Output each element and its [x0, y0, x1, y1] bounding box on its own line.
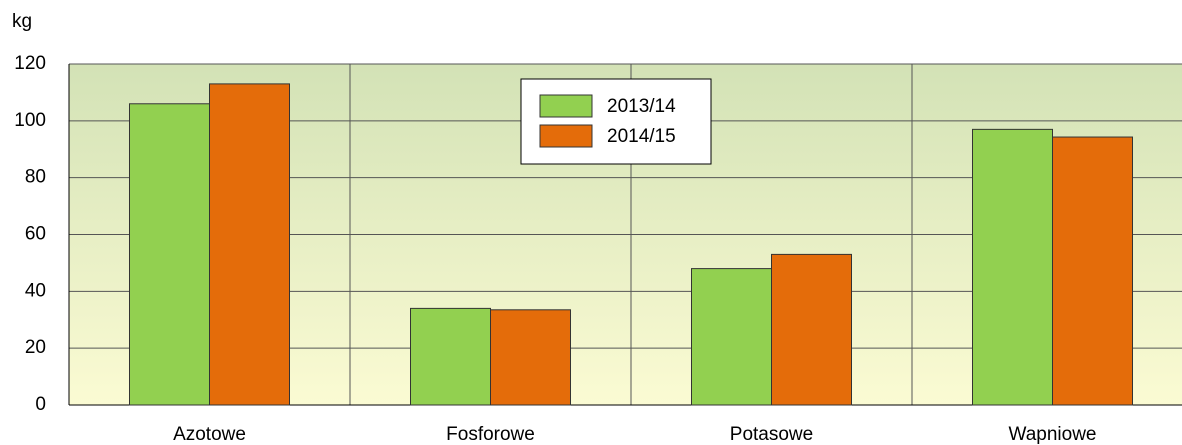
y-tick-label: 100 [14, 110, 46, 131]
bar [209, 83, 290, 406]
y-tick-label: 20 [25, 337, 46, 358]
y-tick-label: 60 [25, 224, 46, 245]
legend-swatch [539, 94, 593, 118]
bar [490, 309, 571, 406]
y-tick-label: 40 [25, 280, 46, 301]
bar [691, 268, 772, 406]
legend-label: 2013/14 [607, 96, 676, 117]
bar [410, 307, 491, 406]
x-tick-label: Azotowe [173, 424, 246, 445]
y-tick-label: 0 [35, 394, 46, 415]
x-tick-label: Fosforowe [446, 424, 535, 445]
bar [129, 103, 210, 406]
y-tick-label: 80 [25, 167, 46, 188]
y-tick-label: 120 [14, 53, 46, 74]
x-tick-label: Wapniowe [1008, 424, 1096, 445]
x-tick-label: Potasowe [730, 424, 813, 445]
bar [1052, 136, 1133, 406]
bar [771, 253, 852, 406]
bar [972, 128, 1053, 406]
legend-swatch [539, 124, 593, 148]
y-axis-label: kg [12, 11, 32, 32]
legend-box [520, 78, 712, 165]
legend-label: 2014/15 [607, 126, 676, 147]
